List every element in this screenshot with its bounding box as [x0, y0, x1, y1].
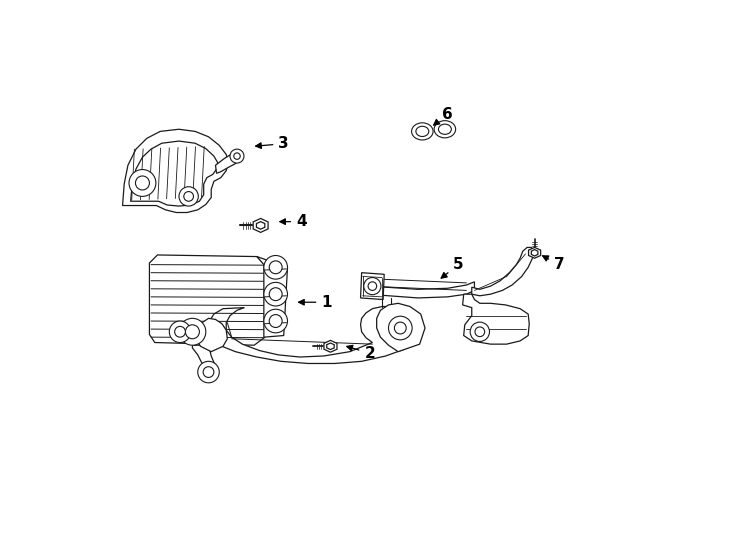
Circle shape [388, 316, 412, 340]
Polygon shape [324, 340, 337, 352]
Polygon shape [253, 218, 268, 232]
Text: 3: 3 [255, 136, 289, 151]
Polygon shape [472, 247, 534, 296]
Polygon shape [531, 249, 538, 256]
Polygon shape [208, 307, 421, 363]
Polygon shape [216, 152, 242, 173]
Polygon shape [192, 345, 217, 371]
Ellipse shape [438, 124, 451, 134]
Circle shape [269, 288, 282, 301]
Polygon shape [377, 303, 425, 352]
Circle shape [175, 326, 186, 337]
Polygon shape [256, 221, 265, 229]
Circle shape [364, 278, 381, 295]
Circle shape [179, 187, 198, 206]
Text: 6: 6 [434, 107, 453, 125]
Polygon shape [131, 141, 218, 206]
Text: 2: 2 [347, 346, 375, 361]
Circle shape [136, 176, 150, 190]
Circle shape [269, 261, 282, 274]
Polygon shape [528, 247, 541, 258]
Polygon shape [462, 294, 529, 344]
Ellipse shape [412, 123, 433, 140]
Circle shape [264, 309, 288, 333]
Polygon shape [327, 343, 334, 349]
Circle shape [184, 192, 194, 201]
Circle shape [129, 170, 156, 197]
Polygon shape [150, 255, 265, 345]
Text: 4: 4 [280, 214, 307, 229]
Circle shape [170, 321, 191, 342]
Circle shape [186, 325, 200, 339]
Ellipse shape [416, 126, 429, 137]
Circle shape [230, 149, 244, 163]
Polygon shape [123, 129, 228, 213]
Polygon shape [360, 273, 384, 300]
Circle shape [394, 322, 406, 334]
Circle shape [203, 367, 214, 377]
Circle shape [264, 282, 288, 306]
Polygon shape [257, 256, 288, 337]
Circle shape [470, 322, 490, 341]
Text: 5: 5 [441, 257, 464, 278]
Circle shape [179, 319, 206, 345]
Ellipse shape [434, 120, 456, 138]
Polygon shape [196, 319, 228, 352]
Text: 7: 7 [542, 256, 564, 272]
Circle shape [264, 255, 288, 279]
Text: 1: 1 [299, 295, 332, 310]
Circle shape [233, 153, 240, 159]
Circle shape [269, 315, 282, 327]
Circle shape [475, 327, 484, 336]
Circle shape [197, 361, 219, 383]
Circle shape [368, 282, 377, 291]
Polygon shape [362, 278, 474, 298]
